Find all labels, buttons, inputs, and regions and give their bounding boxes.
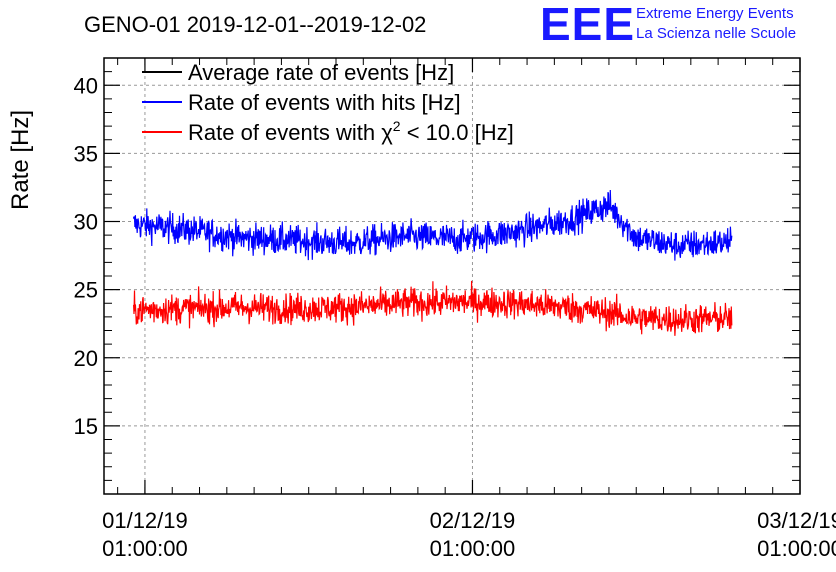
y-tick-label: 20 [74,346,98,371]
legend-label-chi2-prefix: Rate of events with [188,120,381,145]
series-line-hits [133,189,733,261]
y-tick-label: 25 [74,278,98,303]
eee-logo-line2: La Scienza nelle Scuole [636,25,796,42]
x-tick-date-label: 01/12/19 [102,508,188,533]
chart-title: GENO-01 2019-12-01--2019-12-02 [84,12,426,37]
y-axis-ticks: 15 20 25 30 35 40 [74,57,800,495]
legend-label-chi2-symbol: χ [381,120,393,145]
series-line-chi2 [133,280,733,336]
legend-label-chi2: Rate of events with χ2 < 10.0 [Hz] [188,118,514,145]
eee-logo-line1: Extreme Energy Events [636,5,794,22]
y-tick-label: 15 [74,414,98,439]
x-tick-date-label: 02/12/19 [430,508,516,533]
y-tick-label: 35 [74,141,98,166]
x-tick-time-label: 01:00:00 [102,536,188,561]
y-tick-label: 30 [74,210,98,235]
y-tick-label: 40 [74,73,98,98]
y-axis-label: Rate [Hz] [7,110,34,210]
legend-label-chi2-suffix: < 10.0 [Hz] [401,120,514,145]
legend: Average rate of events [Hz] Rate of even… [142,60,514,145]
legend-label-hits: Rate of events with hits [Hz] [188,90,461,115]
eee-logo-letters: EEE [540,0,635,50]
x-tick-time-label: 01:00:00 [430,536,516,561]
x-axis-ticks: 01/12/19 01:00:00 02/12/19 01:00:00 03/12/19… [102,58,836,561]
legend-label-chi2-sup: 2 [393,118,401,134]
data-series [133,189,733,336]
x-tick-date-label: 03/12/19 [757,508,836,533]
x-tick-time-label: 01:00:00 [757,536,836,561]
legend-label-average: Average rate of events [Hz] [188,60,454,85]
eee-logo: EEE Extreme Energy Events La Scienza nel… [540,0,796,50]
